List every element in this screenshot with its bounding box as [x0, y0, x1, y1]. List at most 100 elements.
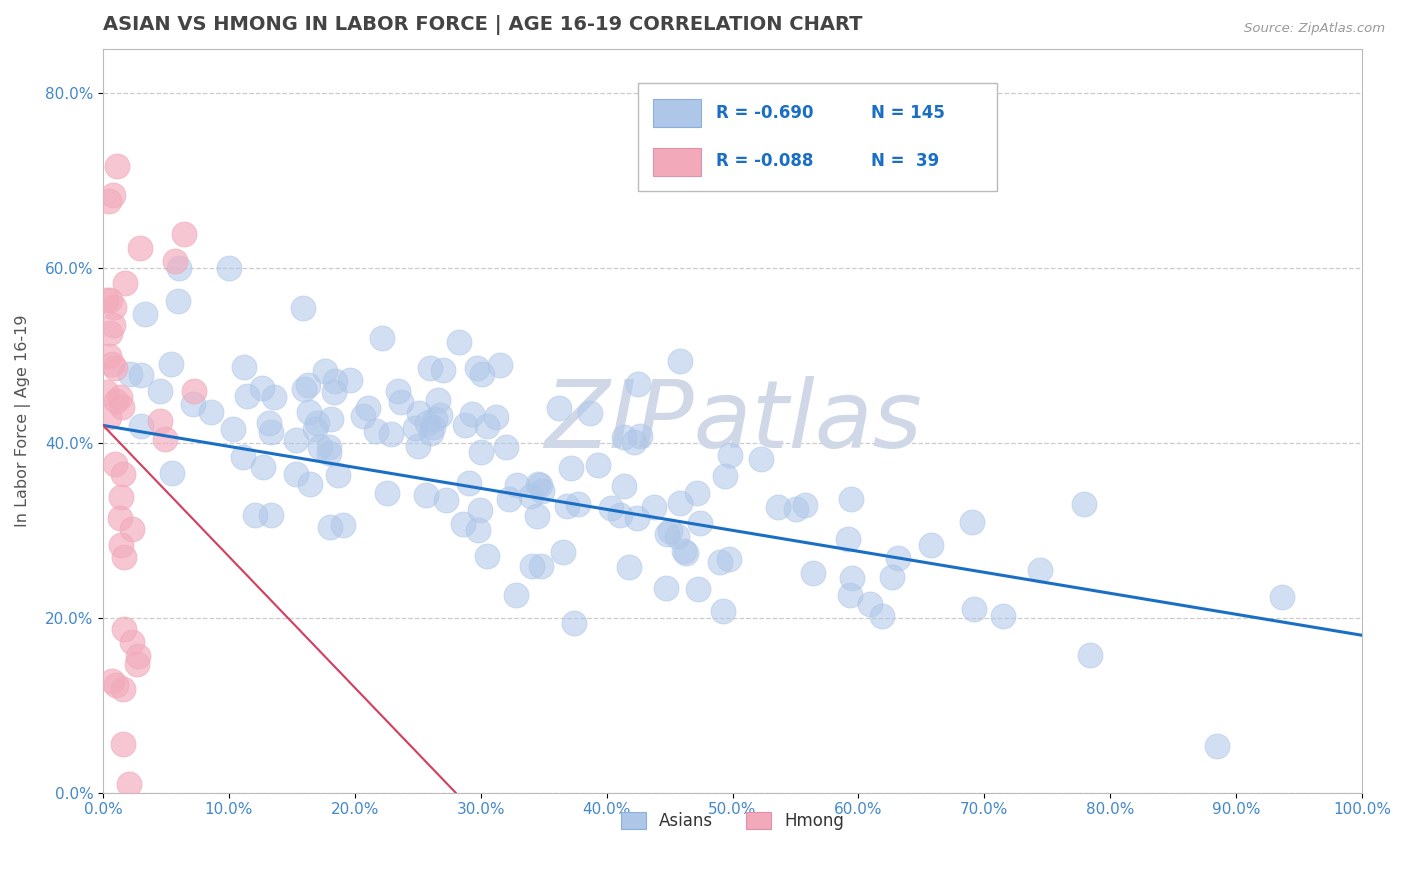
- Point: [628, 429, 651, 443]
- Point: [129, 418, 152, 433]
- Point: [322, 385, 344, 400]
- Point: [858, 597, 880, 611]
- Point: [960, 515, 983, 529]
- Point: [257, 417, 280, 431]
- Point: [110, 390, 132, 404]
- FancyBboxPatch shape: [654, 99, 702, 128]
- Point: [250, 381, 273, 395]
- Point: [97, 194, 120, 209]
- Point: [519, 489, 541, 503]
- Point: [434, 492, 457, 507]
- Point: [285, 433, 308, 447]
- Text: N =  39: N = 39: [872, 152, 939, 169]
- Point: [526, 508, 548, 523]
- Point: [104, 394, 127, 409]
- FancyBboxPatch shape: [654, 147, 702, 176]
- Point: [101, 318, 124, 332]
- Point: [963, 602, 986, 616]
- Point: [111, 400, 134, 414]
- Point: [526, 476, 548, 491]
- Point: [299, 477, 322, 491]
- Point: [709, 555, 731, 569]
- Point: [129, 242, 152, 256]
- Point: [613, 479, 636, 493]
- Point: [104, 678, 127, 692]
- Text: ASIAN VS HMONG IN LABOR FORCE | AGE 16-19 CORRELATION CHART: ASIAN VS HMONG IN LABOR FORCE | AGE 16-1…: [103, 15, 863, 35]
- Point: [882, 570, 904, 584]
- Point: [579, 406, 602, 420]
- Point: [308, 440, 330, 454]
- Point: [114, 622, 136, 636]
- Point: [432, 363, 454, 377]
- Point: [465, 360, 488, 375]
- Point: [328, 468, 350, 483]
- Point: [419, 426, 441, 441]
- Point: [112, 467, 135, 481]
- Point: [160, 357, 183, 371]
- Point: [291, 301, 314, 315]
- Point: [498, 492, 520, 507]
- Point: [562, 616, 585, 631]
- Point: [429, 408, 451, 422]
- Point: [118, 367, 141, 381]
- Point: [112, 549, 135, 564]
- Point: [263, 390, 285, 404]
- Point: [458, 475, 481, 490]
- Point: [332, 517, 354, 532]
- Point: [314, 364, 336, 378]
- Point: [453, 417, 475, 432]
- Point: [149, 414, 172, 428]
- Point: [149, 384, 172, 399]
- Point: [103, 300, 125, 314]
- Point: [422, 420, 444, 434]
- Point: [560, 461, 582, 475]
- Point: [260, 508, 283, 522]
- Point: [297, 378, 319, 392]
- Point: [98, 349, 121, 363]
- Point: [160, 466, 183, 480]
- Point: [872, 608, 894, 623]
- Point: [586, 458, 609, 473]
- Point: [887, 550, 910, 565]
- Point: [505, 478, 527, 492]
- Point: [129, 368, 152, 383]
- Text: R = -0.088: R = -0.088: [716, 152, 814, 169]
- Text: R = -0.690: R = -0.690: [716, 103, 814, 121]
- Point: [110, 538, 132, 552]
- Point: [655, 581, 678, 595]
- Point: [839, 588, 862, 602]
- Point: [461, 407, 484, 421]
- Point: [1271, 590, 1294, 604]
- Point: [121, 634, 143, 648]
- Point: [318, 445, 340, 459]
- Point: [423, 412, 446, 426]
- Point: [97, 409, 120, 424]
- Point: [793, 498, 815, 512]
- Point: [785, 501, 807, 516]
- Point: [339, 372, 361, 386]
- Point: [101, 187, 124, 202]
- Point: [235, 389, 257, 403]
- Point: [530, 559, 553, 574]
- Point: [319, 519, 342, 533]
- Point: [665, 529, 688, 543]
- Point: [485, 410, 508, 425]
- Point: [617, 560, 640, 574]
- Point: [167, 260, 190, 275]
- Point: [447, 334, 470, 349]
- Point: [470, 367, 492, 381]
- Point: [114, 276, 136, 290]
- Point: [415, 488, 437, 502]
- Point: [134, 307, 156, 321]
- Point: [749, 451, 772, 466]
- Point: [600, 501, 623, 516]
- Point: [669, 354, 692, 368]
- Point: [669, 495, 692, 509]
- Point: [112, 682, 135, 697]
- Point: [686, 485, 709, 500]
- Point: [200, 404, 222, 418]
- Point: [655, 527, 678, 541]
- Point: [801, 566, 824, 580]
- Legend: Asians, Hmong: Asians, Hmong: [614, 805, 851, 837]
- Point: [839, 491, 862, 506]
